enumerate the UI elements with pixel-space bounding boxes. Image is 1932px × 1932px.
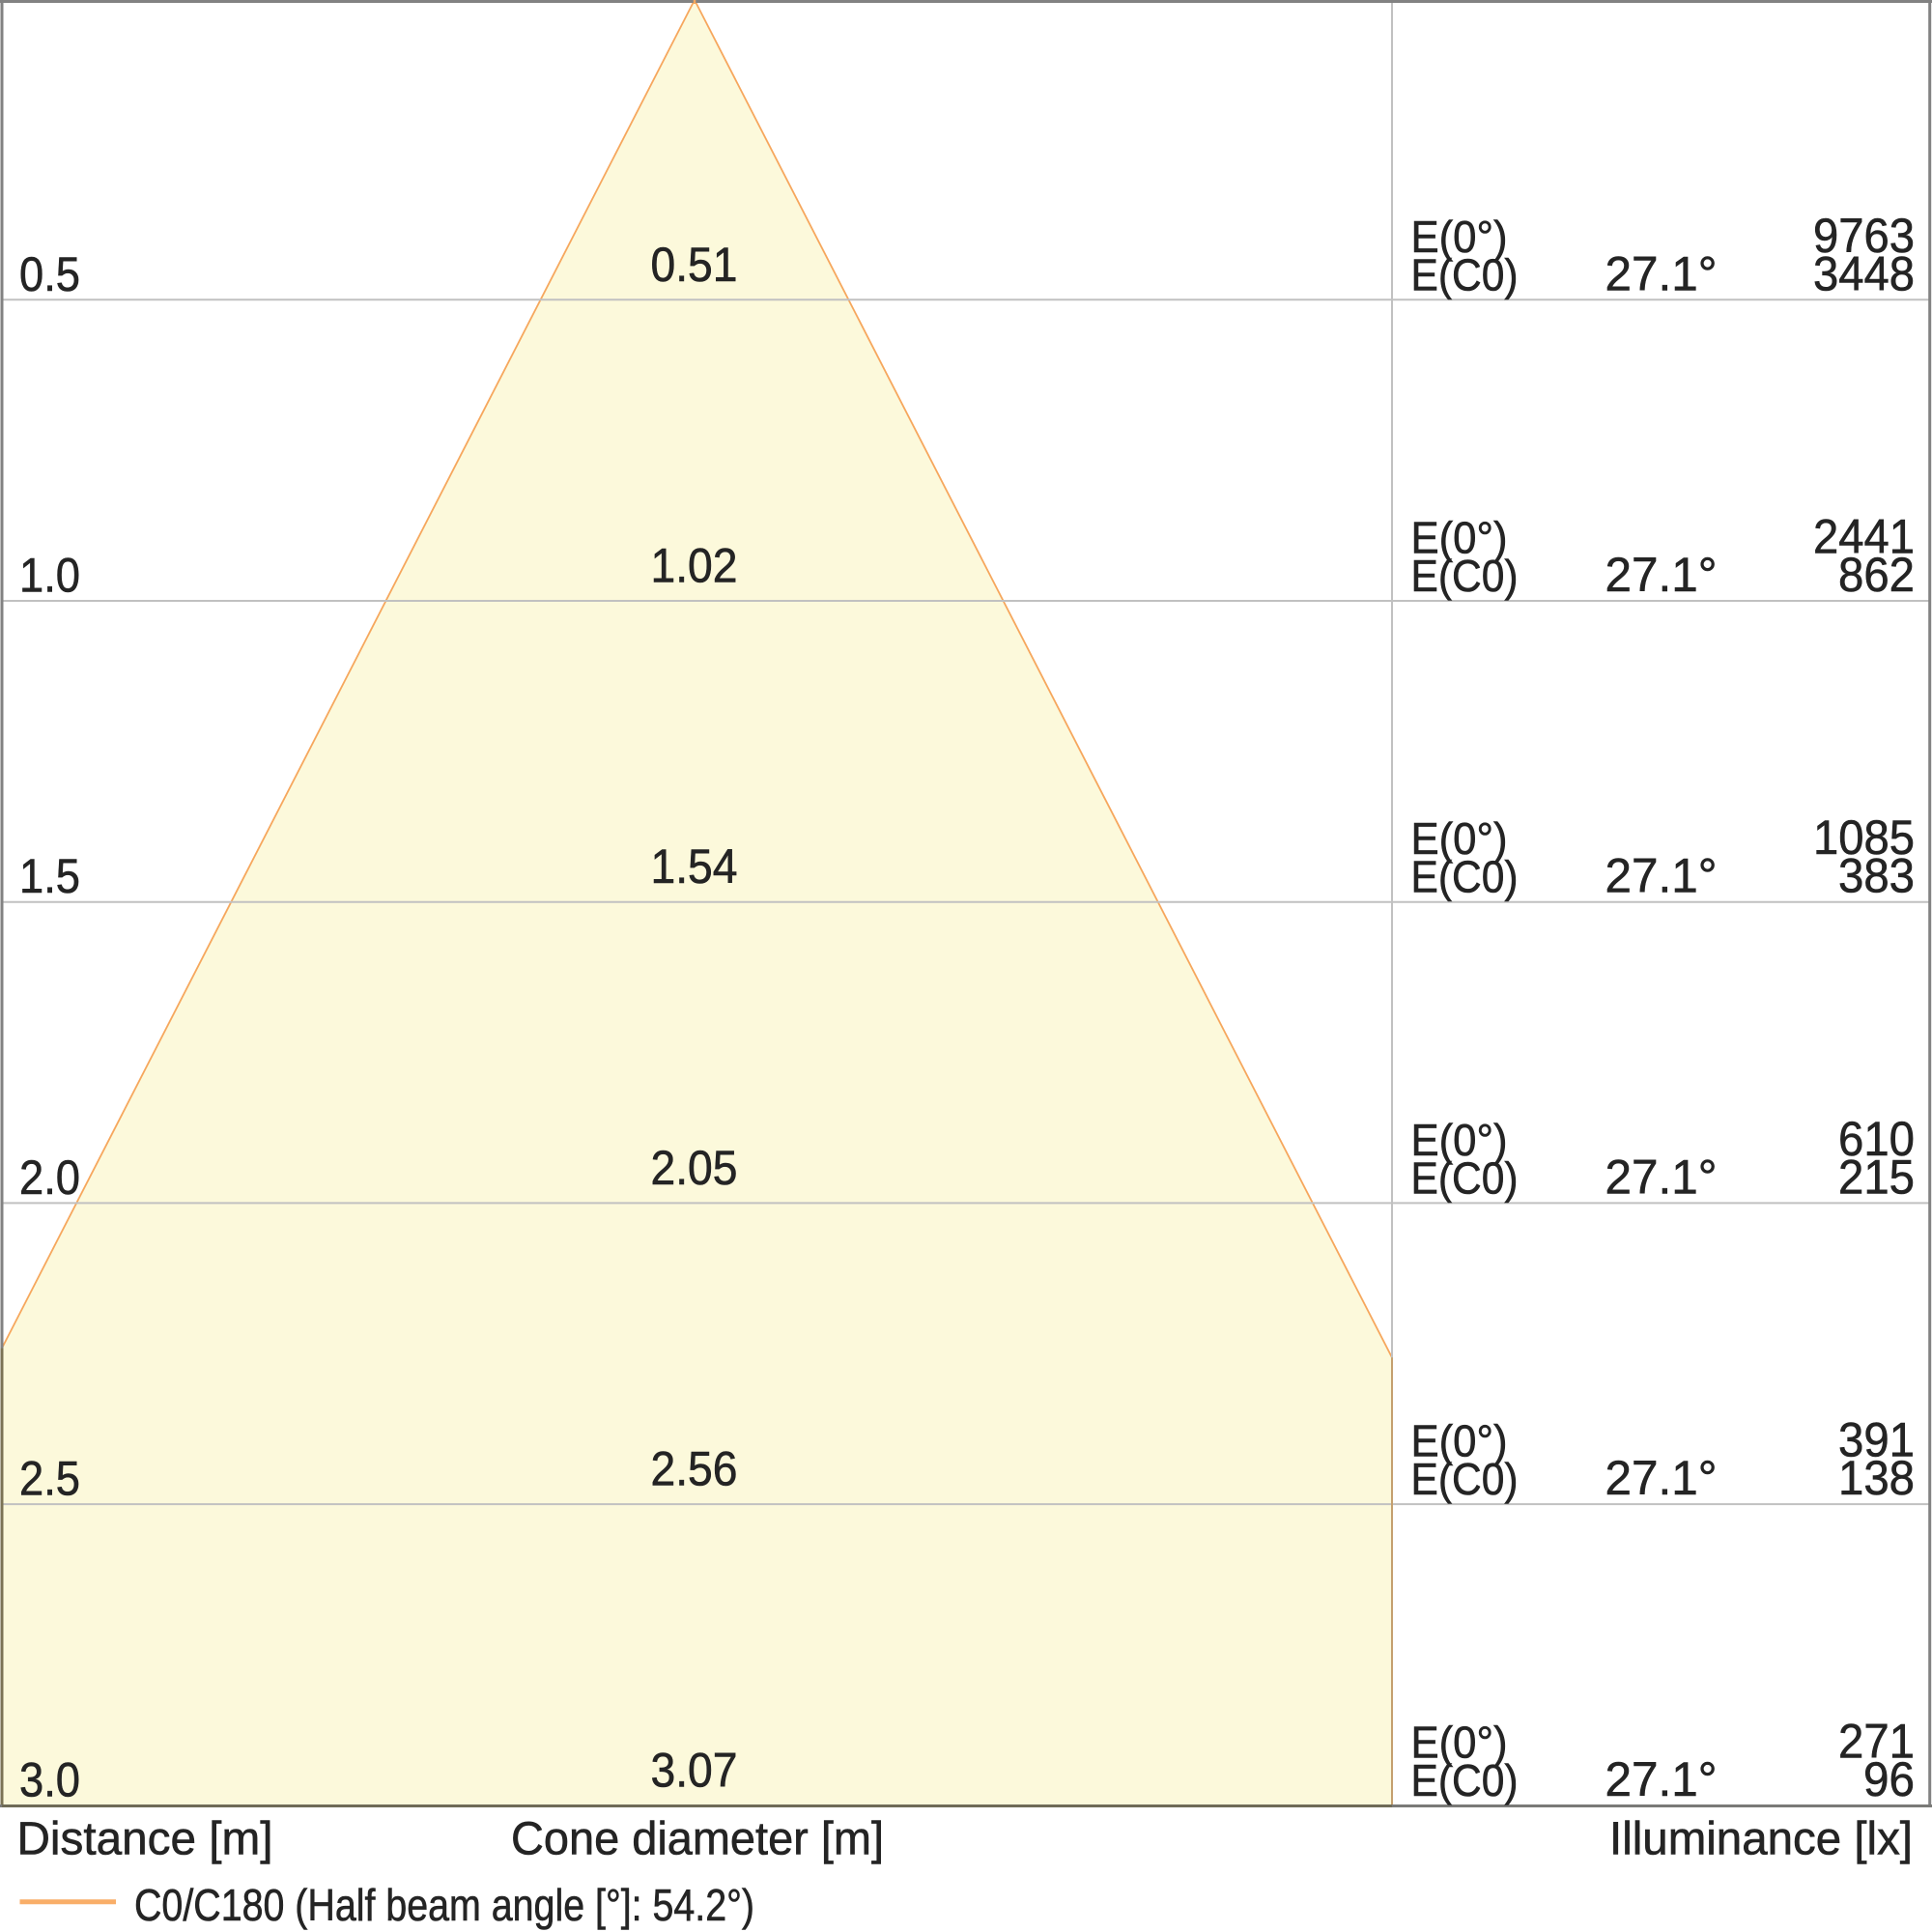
svg-text:1.5: 1.5: [19, 849, 80, 903]
svg-text:E(0°): E(0°): [1411, 813, 1508, 864]
svg-text:E(0°): E(0°): [1411, 1115, 1508, 1165]
svg-text:2.05: 2.05: [651, 1141, 738, 1195]
svg-text:E(0°): E(0°): [1411, 513, 1508, 563]
svg-text:2.56: 2.56: [651, 1442, 738, 1496]
svg-text:27.1°: 27.1°: [1605, 246, 1718, 300]
svg-text:2441: 2441: [1813, 510, 1915, 564]
svg-text:27.1°: 27.1°: [1605, 1752, 1718, 1806]
svg-text:E(C0): E(C0): [1411, 852, 1519, 902]
svg-text:862: 862: [1838, 548, 1915, 602]
svg-text:E(0°): E(0°): [1411, 1416, 1508, 1466]
svg-text:3.07: 3.07: [651, 1743, 738, 1797]
svg-text:2.5: 2.5: [19, 1452, 80, 1506]
svg-text:27.1°: 27.1°: [1605, 548, 1718, 602]
svg-text:E(C0): E(C0): [1411, 249, 1519, 299]
svg-text:E(C0): E(C0): [1411, 1755, 1519, 1805]
svg-text:9763: 9763: [1813, 209, 1915, 263]
svg-text:1.02: 1.02: [651, 539, 738, 593]
svg-text:27.1°: 27.1°: [1605, 1150, 1718, 1204]
svg-text:391: 391: [1838, 1413, 1915, 1467]
svg-text:E(C0): E(C0): [1411, 1152, 1519, 1203]
svg-text:96: 96: [1863, 1752, 1915, 1806]
svg-text:E(C0): E(C0): [1411, 1454, 1519, 1504]
svg-text:271: 271: [1838, 1714, 1915, 1768]
svg-text:2.0: 2.0: [19, 1151, 80, 1205]
svg-text:E(0°): E(0°): [1411, 212, 1508, 262]
svg-text:0.5: 0.5: [19, 247, 80, 301]
svg-text:610: 610: [1838, 1112, 1915, 1166]
svg-text:Illuminance [lx]: Illuminance [lx]: [1609, 1814, 1913, 1865]
svg-text:E(C0): E(C0): [1411, 551, 1519, 601]
svg-text:1.0: 1.0: [19, 549, 80, 603]
svg-text:Cone diameter [m]: Cone diameter [m]: [511, 1814, 884, 1865]
svg-text:27.1°: 27.1°: [1605, 849, 1718, 903]
svg-text:Distance [m]: Distance [m]: [17, 1814, 273, 1865]
svg-text:C0/C180 (Half beam angle [°]:: C0/C180 (Half beam angle [°]: 54.2°): [134, 1880, 754, 1930]
svg-text:1085: 1085: [1813, 810, 1915, 865]
svg-text:E(0°): E(0°): [1411, 1717, 1508, 1767]
svg-text:3448: 3448: [1813, 246, 1915, 300]
svg-text:0.51: 0.51: [651, 238, 738, 292]
svg-text:383: 383: [1838, 849, 1915, 903]
svg-text:215: 215: [1838, 1150, 1915, 1204]
svg-text:1.54: 1.54: [651, 839, 738, 894]
svg-text:3.0: 3.0: [19, 1752, 80, 1806]
svg-text:27.1°: 27.1°: [1605, 1451, 1718, 1505]
svg-text:138: 138: [1838, 1451, 1915, 1505]
